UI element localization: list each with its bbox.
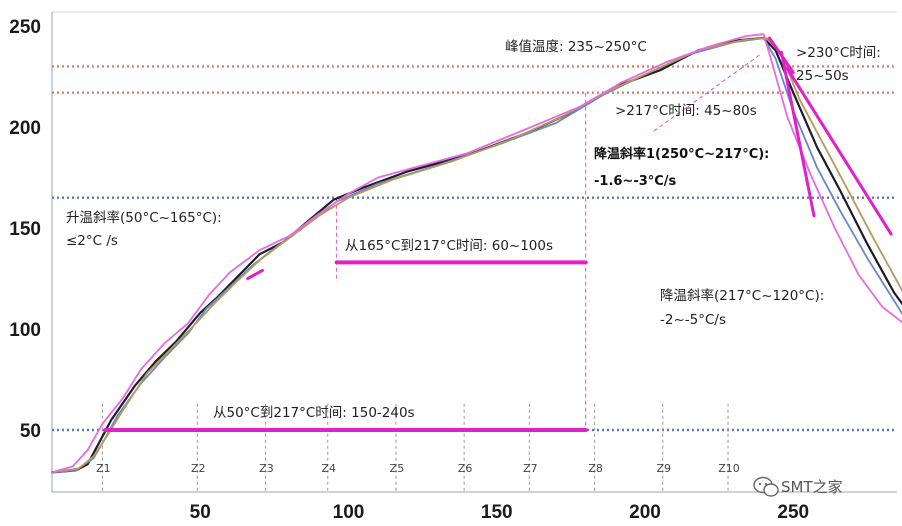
zone-label: Z8 bbox=[588, 462, 603, 475]
y-tick-label: 150 bbox=[9, 219, 41, 240]
annotation-labels: 峰值温度: 235~250°C >230°C时间: 25~50s >217°C时… bbox=[66, 39, 881, 421]
annotation-segment bbox=[785, 66, 893, 236]
annotation-segments bbox=[103, 36, 893, 432]
time-165-217-label: 从165°C到217°C时间: 60~100s bbox=[345, 238, 553, 254]
cooling-rate-2-label: 降温斜率(217°C~120°C): bbox=[660, 287, 824, 304]
zone-label: Z4 bbox=[321, 462, 336, 475]
ramp-rate-value: ≤2°C /s bbox=[66, 233, 118, 249]
zone-label: Z10 bbox=[718, 462, 740, 475]
temperature-curve-1 bbox=[50, 37, 902, 474]
axis-ticks: 50 100 150 200 250 50 100 150 200 250 bbox=[9, 17, 809, 523]
cooling-guide bbox=[653, 53, 761, 132]
annotation-segment bbox=[246, 268, 265, 280]
zone-label: Z6 bbox=[458, 462, 473, 475]
zone-label: Z7 bbox=[523, 462, 538, 475]
zone-label: Z2 bbox=[191, 462, 206, 475]
zone-label: Z3 bbox=[259, 462, 274, 475]
y-tick-label: 50 bbox=[20, 421, 41, 442]
above-230-label: >230°C时间: bbox=[796, 45, 881, 61]
watermark: SMT之家 bbox=[753, 476, 843, 497]
cooling-rate-1-label: 降温斜率1(250°C~217°C): bbox=[594, 146, 769, 162]
temperature-curve-3 bbox=[51, 37, 902, 474]
wechat-icon bbox=[753, 476, 779, 497]
cooling-rate-2-value: -2~-5°C/s bbox=[660, 312, 726, 328]
y-tick-label: 200 bbox=[9, 118, 41, 139]
x-tick-label: 100 bbox=[333, 502, 365, 523]
watermark-text: SMT之家 bbox=[781, 478, 843, 496]
temperature-curve-4 bbox=[51, 33, 902, 474]
time-50-217-label: 从50°C到217°C时间: 150-240s bbox=[213, 405, 415, 421]
zone-markers: Z1 Z2 Z3 Z4 Z5 Z6 Z7 Z8 Z9 Z10 bbox=[96, 53, 761, 492]
cooling-rate-1-value: -1.6~-3°C/s bbox=[594, 174, 677, 189]
zone-label: Z9 bbox=[657, 462, 672, 475]
x-tick-label: 150 bbox=[481, 502, 513, 523]
x-tick-label: 200 bbox=[629, 502, 661, 523]
zone-label: Z5 bbox=[390, 462, 405, 475]
y-tick-label: 250 bbox=[9, 17, 41, 38]
above-230-value: 25~50s bbox=[796, 68, 849, 84]
ramp-rate-label: 升温斜率(50°C~165°C): bbox=[66, 209, 222, 226]
y-tick-label: 100 bbox=[9, 320, 41, 341]
annotation-segment bbox=[779, 50, 816, 218]
peak-temp-label: 峰值温度: 235~250°C bbox=[505, 39, 647, 55]
zone-label: Z1 bbox=[96, 462, 111, 475]
temperature-curve-2 bbox=[51, 37, 902, 474]
temperature-curves bbox=[50, 33, 902, 474]
above-217-label: >217°C时间: 45~80s bbox=[615, 103, 757, 119]
x-tick-label: 50 bbox=[190, 502, 211, 523]
x-tick-label: 250 bbox=[777, 502, 809, 523]
